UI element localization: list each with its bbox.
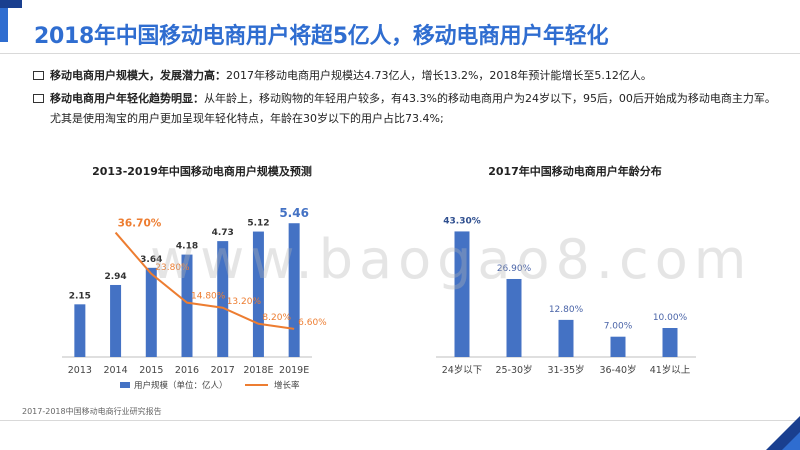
bar-user-scale: [252, 231, 264, 357]
x-tick-label: 2016: [175, 365, 199, 376]
x-tick-label: 41岁以上: [650, 364, 691, 376]
bullet-text: 2017年移动电商用户规模达4.73亿人，增长13.2%，2018年预计能增长至…: [226, 69, 652, 82]
watermark: www.baogao8.com: [150, 228, 753, 291]
title-divider: [0, 53, 800, 54]
growth-rate-label: 23.80%: [155, 263, 190, 273]
bar-user-scale: [110, 284, 122, 357]
x-tick-label: 24岁以下: [442, 364, 483, 376]
chart-title-user-scale: 2013-2019年中国移动电商用户规模及预测: [92, 165, 312, 178]
bar-age-share: [454, 231, 470, 357]
growth-rate-label: 13.20%: [227, 297, 262, 307]
bar-value-label: 2.15: [69, 291, 91, 301]
bar-value-label: 12.80%: [549, 305, 584, 315]
bar-age-share: [662, 328, 678, 357]
x-tick-label: 31-35岁: [547, 364, 584, 376]
bar-user-scale: [288, 223, 300, 357]
x-tick-label: 2017: [211, 365, 235, 376]
x-tick-label: 2014: [103, 365, 127, 376]
growth-rate-label: 14.80%: [191, 292, 226, 302]
bar-value-label: 43.30%: [443, 216, 481, 226]
corner-decoration-inner: [782, 432, 800, 450]
square-bullet-icon: [33, 71, 44, 80]
summary-bullets: 移动电商用户规模大，发展潜力高：2017年移动电商用户规模达4.73亿人，增长1…: [33, 66, 778, 132]
bar-value-label: 4.18: [176, 242, 198, 252]
accent-corner: [0, 0, 22, 8]
x-tick-label: 25-30岁: [495, 364, 532, 376]
bar-user-scale: [217, 241, 229, 357]
chart-title-age-distribution: 2017年中国移动电商用户年龄分布: [488, 165, 662, 178]
bullet-lead: 移动电商用户年轻化趋势明显：: [50, 92, 204, 105]
bar-value-label: 2.94: [104, 272, 126, 282]
bar-value-label: 5.46: [279, 206, 309, 220]
bar-value-label: 10.00%: [653, 313, 688, 323]
bullet-body: 移动电商用户年轻化趋势明显：从年龄上，移动购物的年轻用户较多，有43.3%的移动…: [50, 89, 778, 129]
legend-swatch-bar: [120, 382, 130, 388]
bullet-item: 移动电商用户规模大，发展潜力高：2017年移动电商用户规模达4.73亿人，增长1…: [33, 66, 778, 86]
bar-value-label: 7.00%: [604, 322, 633, 332]
bar-age-share: [506, 278, 522, 357]
bar-value-label: 26.90%: [497, 264, 532, 274]
x-tick-label: 2018E: [243, 365, 273, 376]
bullet-item: 移动电商用户年轻化趋势明显：从年龄上，移动购物的年轻用户较多，有43.3%的移动…: [33, 89, 778, 129]
accent-bar: [0, 0, 8, 42]
bar-value-label: 5.12: [247, 219, 269, 229]
x-tick-label: 2013: [68, 365, 92, 376]
bullet-body: 移动电商用户规模大，发展潜力高：2017年移动电商用户规模达4.73亿人，增长1…: [50, 66, 778, 86]
legend-label-bar: 用户规模（单位：亿人）: [134, 380, 228, 391]
bar-age-share: [558, 319, 574, 357]
source-note: 2017-2018中国移动电商行业研究报告: [22, 407, 162, 416]
bar-user-scale: [181, 254, 193, 357]
bullet-text: 从年龄上，移动购物的年轻用户较多，有43.3%的移动电商用户为24岁以下，95后…: [50, 92, 776, 125]
x-tick-label: 2015: [139, 365, 163, 376]
growth-rate-label: 8.20%: [262, 313, 291, 323]
x-tick-label: 2019E: [279, 365, 309, 376]
bullet-lead: 移动电商用户规模大，发展潜力高：: [50, 69, 226, 82]
growth-rate-label: 6.60%: [298, 318, 327, 328]
bar-value-label: 4.73: [212, 228, 234, 238]
legend-label-line: 增长率: [274, 380, 300, 391]
bar-value-label: 3.64: [140, 255, 162, 265]
bar-age-share: [610, 336, 626, 357]
footer-divider: [0, 420, 800, 421]
page-title: 2018年中国移动电商用户将超5亿人，移动电商用户年轻化: [34, 24, 609, 49]
growth-rate-line: [114, 231, 295, 330]
bar-user-scale: [74, 304, 86, 357]
bar-user-scale: [145, 267, 157, 357]
square-bullet-icon: [33, 94, 44, 103]
growth-rate-label: 36.70%: [118, 218, 162, 230]
x-tick-label: 36-40岁: [599, 364, 636, 376]
